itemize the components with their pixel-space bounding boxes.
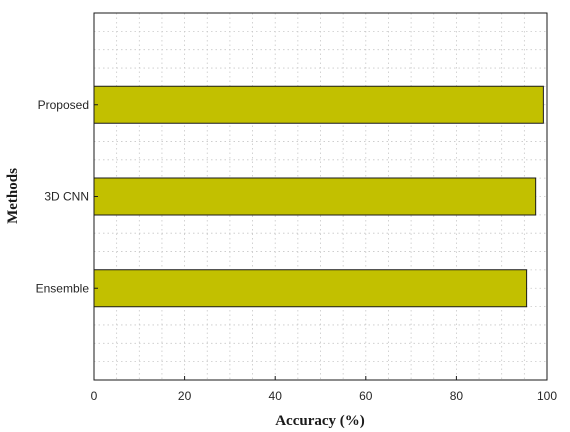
- x-tick-labels: 0 20 40 60 80 100: [91, 376, 557, 403]
- x-tick-label: 0: [91, 389, 98, 403]
- bars-group: [93, 85, 544, 308]
- y-tick-labels: Ensemble 3D CNN Proposed: [36, 98, 98, 295]
- y-tick-label: Ensemble: [36, 281, 90, 295]
- x-axis-title: Accuracy (%): [275, 413, 365, 429]
- x-tick-label: 20: [178, 389, 192, 403]
- y-tick-label: Proposed: [38, 98, 89, 112]
- y-tick-label: 3D CNN: [44, 190, 89, 204]
- bar-ensemble: [93, 269, 528, 308]
- bar-proposed: [93, 85, 544, 124]
- bar-3d-cnn: [93, 177, 537, 216]
- x-tick-label: 40: [269, 389, 283, 403]
- x-tick-label: 100: [537, 389, 557, 403]
- y-axis-title: Methods: [5, 168, 21, 224]
- x-tick-label: 60: [359, 389, 373, 403]
- x-tick-label: 80: [450, 389, 464, 403]
